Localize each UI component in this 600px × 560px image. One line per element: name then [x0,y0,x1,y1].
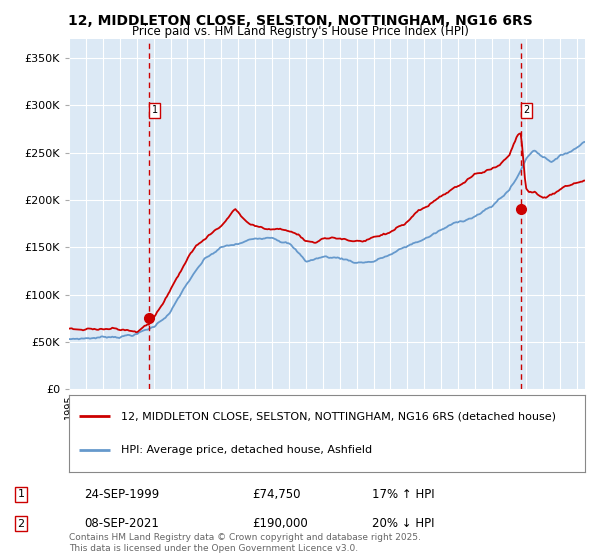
Text: 1: 1 [17,489,25,500]
Text: £74,750: £74,750 [252,488,301,501]
Text: 20% ↓ HPI: 20% ↓ HPI [372,517,434,530]
Text: 17% ↑ HPI: 17% ↑ HPI [372,488,434,501]
Text: 08-SEP-2021: 08-SEP-2021 [84,517,159,530]
Text: 12, MIDDLETON CLOSE, SELSTON, NOTTINGHAM, NG16 6RS (detached house): 12, MIDDLETON CLOSE, SELSTON, NOTTINGHAM… [121,411,556,421]
Text: 12, MIDDLETON CLOSE, SELSTON, NOTTINGHAM, NG16 6RS: 12, MIDDLETON CLOSE, SELSTON, NOTTINGHAM… [68,14,532,28]
Text: 1: 1 [152,105,158,115]
Text: £190,000: £190,000 [252,517,308,530]
Text: Price paid vs. HM Land Registry's House Price Index (HPI): Price paid vs. HM Land Registry's House … [131,25,469,38]
Text: 24-SEP-1999: 24-SEP-1999 [84,488,159,501]
Text: 2: 2 [523,105,529,115]
Text: 2: 2 [17,519,25,529]
Text: Contains HM Land Registry data © Crown copyright and database right 2025.
This d: Contains HM Land Registry data © Crown c… [69,533,421,553]
Text: HPI: Average price, detached house, Ashfield: HPI: Average price, detached house, Ashf… [121,445,372,455]
